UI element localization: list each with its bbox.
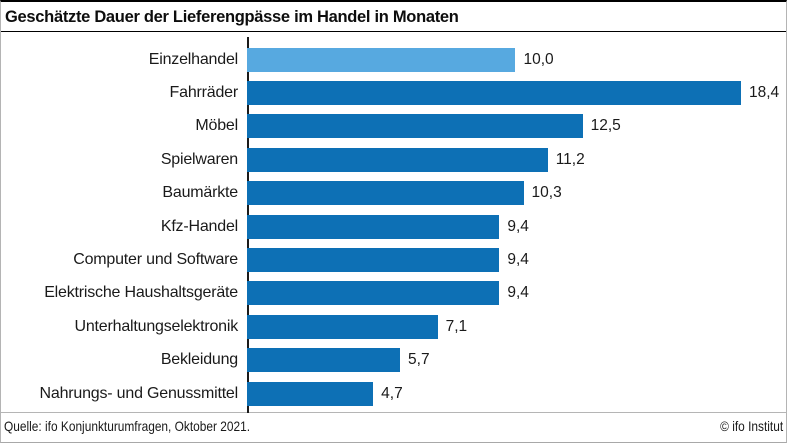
source-note: Quelle: ifo Konjunkturumfragen, Oktober … — [4, 418, 251, 435]
category-label: Computer und Software — [73, 251, 238, 269]
category-label: Elektrische Haushaltsgeräte — [44, 284, 238, 302]
bar — [247, 214, 500, 239]
value-label: 10,3 — [531, 184, 562, 202]
bar-cell: 9,4 — [247, 277, 786, 310]
bar-cell: 5,7 — [247, 344, 786, 377]
chart-row: Kfz-Handel 9,4 — [1, 210, 786, 243]
chart-row: Spielwaren 11,2 — [1, 143, 786, 176]
value-label: 5,7 — [408, 351, 430, 369]
chart-row: Einzelhandel 10,0 — [1, 43, 786, 76]
value-label: 9,4 — [507, 284, 529, 302]
chart-row: Nahrungs- und Genussmittel 4,7 — [1, 377, 786, 410]
bar-cell: 9,4 — [247, 243, 786, 276]
chart-row: Baumärkte 10,3 — [1, 177, 786, 210]
bar — [247, 114, 583, 139]
bar-cell: 18,4 — [247, 76, 786, 109]
category-label: Unterhaltungselektronik — [74, 317, 239, 335]
bar-cell: 12,5 — [247, 110, 786, 143]
category-label: Kfz-Handel — [160, 217, 238, 235]
bar — [247, 47, 516, 72]
footer-divider — [1, 412, 786, 414]
category-label: Bekleidung — [160, 351, 238, 369]
value-label: 10,0 — [523, 50, 554, 68]
bar — [247, 348, 401, 373]
bar — [247, 147, 548, 172]
bar — [247, 281, 500, 306]
chart-row: Möbel 12,5 — [1, 110, 786, 143]
chart-row: Unterhaltungselektronik 7,1 — [1, 310, 786, 343]
copyright-note: © ifo Institut — [719, 418, 783, 435]
bar — [247, 181, 524, 206]
bar-cell: 10,0 — [247, 43, 786, 76]
bar — [247, 381, 374, 406]
footer: Quelle: ifo Konjunkturumfragen, Oktober … — [1, 413, 786, 434]
chart-row: Fahrräder 18,4 — [1, 76, 786, 109]
bar-cell: 11,2 — [247, 143, 786, 176]
bar — [247, 81, 741, 106]
value-label: 9,4 — [507, 217, 529, 235]
bar — [247, 248, 500, 273]
chart-row: Bekleidung 5,7 — [1, 344, 786, 377]
bar-cell: 7,1 — [247, 310, 786, 343]
plot-area: Einzelhandel 10,0 Fahrräder 18,4 Möbel 1… — [1, 37, 786, 414]
bar-cell: 4,7 — [247, 377, 786, 410]
category-label: Baumärkte — [162, 184, 238, 202]
category-label: Möbel — [195, 117, 238, 135]
value-label: 12,5 — [590, 117, 621, 135]
value-label: 11,2 — [555, 150, 585, 168]
chart-title: Geschätzte Dauer der Lieferengpässe im H… — [1, 2, 786, 32]
bar-cell: 10,3 — [247, 177, 786, 210]
bar — [247, 314, 438, 339]
category-label: Fahrräder — [169, 84, 239, 102]
value-label: 9,4 — [507, 251, 529, 269]
value-label: 4,7 — [381, 384, 403, 402]
category-label: Einzelhandel — [148, 50, 238, 68]
chart-row: Elektrische Haushaltsgeräte 9,4 — [1, 277, 786, 310]
value-label: 18,4 — [749, 84, 780, 102]
category-label: Spielwaren — [160, 150, 238, 168]
category-label: Nahrungs- und Genussmittel — [39, 384, 239, 402]
bar-rows: Einzelhandel 10,0 Fahrräder 18,4 Möbel 1… — [1, 43, 786, 410]
bar-cell: 9,4 — [247, 210, 786, 243]
chart-row: Computer und Software 9,4 — [1, 243, 786, 276]
value-label: 7,1 — [445, 317, 468, 335]
